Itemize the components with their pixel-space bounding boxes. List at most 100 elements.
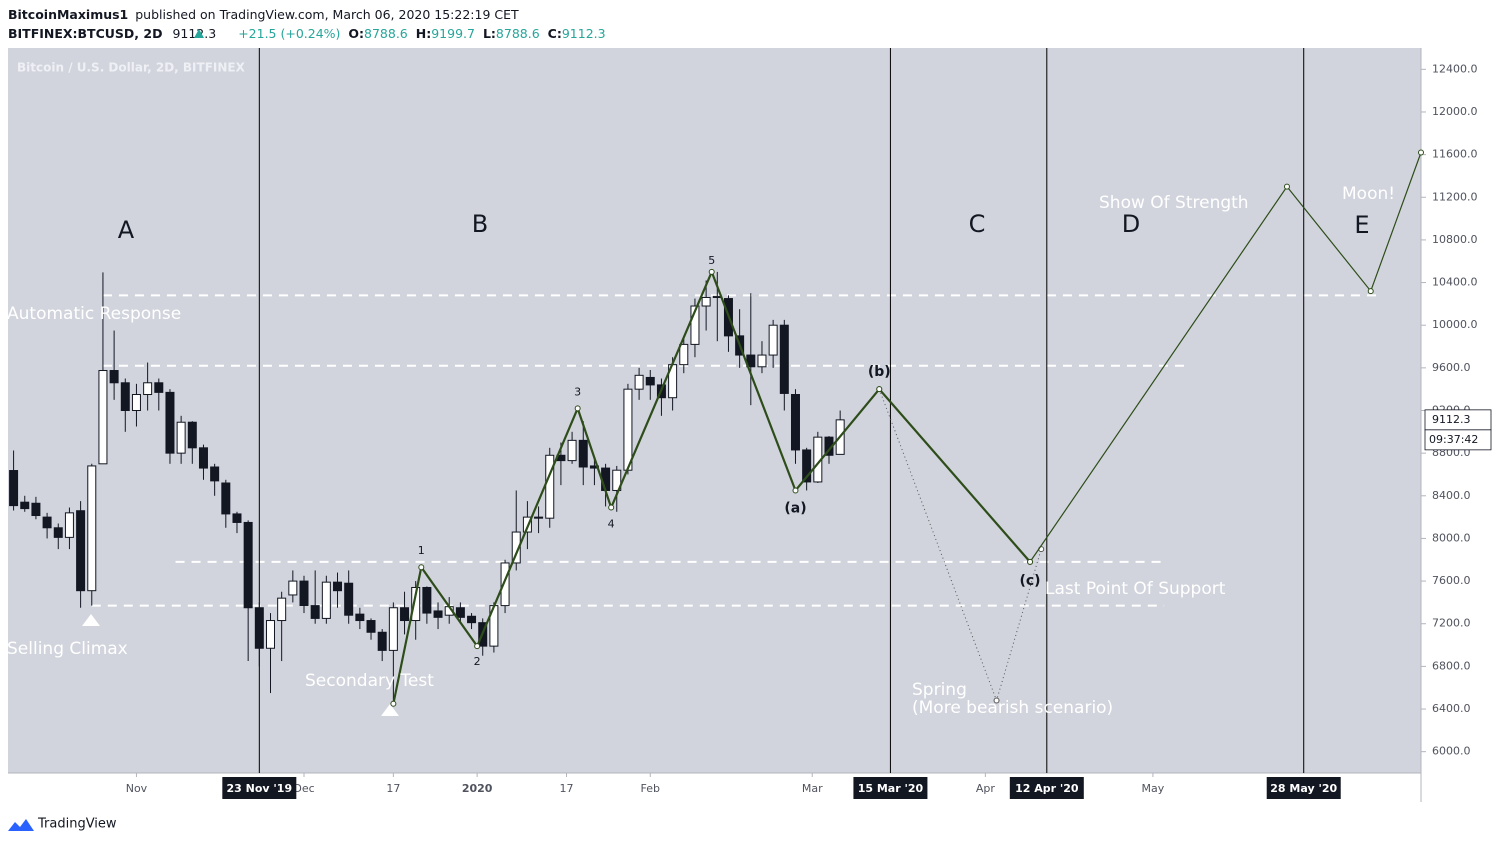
- candle-body: [154, 382, 164, 393]
- y-tick-label: 11200.0: [1432, 190, 1478, 203]
- projection-path-vertex: [1418, 149, 1424, 156]
- x-tick-label: Nov: [126, 782, 148, 795]
- selling-climax-arrow: [82, 614, 100, 626]
- candle-body: [433, 610, 443, 618]
- annotation: Moon!: [1342, 184, 1395, 204]
- candle-body: [455, 607, 465, 618]
- wave-path-vertex: [1027, 558, 1034, 565]
- wave-path-vertex: [474, 643, 481, 650]
- candle-body: [634, 374, 644, 390]
- y-tick-label: 6800.0: [1432, 659, 1471, 672]
- y-tick-label: 7200.0: [1432, 617, 1471, 630]
- candle-body: [612, 469, 622, 491]
- candle-body: [42, 516, 52, 529]
- candle-body: [165, 391, 175, 454]
- wave-label: 4: [608, 518, 615, 531]
- annotation: (More bearish scenario): [912, 698, 1113, 718]
- candle-body: [198, 447, 208, 469]
- phase-label: E: [1354, 211, 1369, 239]
- candle-body: [511, 531, 521, 564]
- projection-path: [1029, 152, 1422, 563]
- candle-body: [321, 581, 331, 619]
- low-value: 8788.6: [496, 26, 540, 41]
- x-tick-label: Dec: [293, 782, 314, 795]
- candle-body: [254, 607, 264, 649]
- y-tick-label: 10400.0: [1432, 276, 1478, 289]
- candle-body: [221, 482, 231, 515]
- close-label: C:: [548, 26, 562, 41]
- wave-path-vertex: [390, 700, 397, 707]
- candle-body: [20, 501, 30, 510]
- secondary-test-arrow: [381, 704, 399, 716]
- candle-body: [9, 470, 19, 507]
- wave-path-vertex: [574, 405, 581, 412]
- wave-path-vertex: [876, 386, 883, 393]
- candle-body: [355, 613, 365, 622]
- projection-path-vertex: [1367, 288, 1374, 295]
- phase-label: C: [969, 210, 986, 238]
- low-label: L:: [483, 26, 496, 41]
- x-tick-label: Feb: [641, 782, 660, 795]
- y-tick-label: 7600.0: [1432, 574, 1471, 587]
- candle-body: [131, 394, 141, 412]
- candle-body: [411, 586, 421, 622]
- wave-label: 1: [418, 544, 425, 557]
- candle-body: [601, 467, 611, 491]
- candle-body: [187, 421, 197, 449]
- symbol: BITFINEX:BTCUSD, 2D: [8, 26, 162, 41]
- annotation: Secondary Test: [305, 671, 434, 691]
- y-tick-label: 6000.0: [1432, 745, 1471, 758]
- candle-body: [210, 466, 220, 482]
- y-tick-label: 6400.0: [1432, 702, 1471, 715]
- candle-body: [779, 324, 789, 394]
- chart-title: Bitcoin / U.S. Dollar, 2D, BITFINEX: [17, 61, 246, 75]
- x-axis-band: [8, 773, 1421, 802]
- countdown: 09:37:42: [1429, 433, 1478, 446]
- candle-body: [467, 615, 477, 624]
- annotation: Last Point Of Support: [1045, 579, 1226, 599]
- projection-path-vertex: [1283, 183, 1290, 190]
- marker-label-box: [1009, 777, 1084, 799]
- annotation: Automatic Response: [7, 304, 181, 324]
- x-tick-label: Apr: [976, 782, 996, 795]
- high-value: 9199.7: [431, 26, 475, 41]
- open-value: 8788.6: [364, 26, 408, 41]
- candle-body: [76, 510, 86, 592]
- annotation: Spring: [912, 680, 967, 700]
- candle-body: [232, 513, 242, 523]
- candle-body: [310, 605, 320, 619]
- countdown-box: [1424, 429, 1492, 451]
- high-label: H:: [416, 26, 431, 41]
- open-label: O:: [348, 26, 364, 41]
- candle-body: [64, 512, 74, 538]
- candle-body: [243, 521, 253, 609]
- last-price: 9112.3: [172, 26, 216, 41]
- candle-body: [366, 620, 376, 633]
- candle-body: [623, 388, 633, 471]
- candle-body: [388, 607, 398, 651]
- candle-body: [288, 580, 298, 596]
- x-tick-label: May: [1142, 782, 1165, 795]
- last-price-tag: 9112.3: [1432, 413, 1471, 426]
- x-tick-label: 17: [559, 782, 573, 795]
- y-tick-label: 11600.0: [1432, 148, 1478, 161]
- change: +21.5 (+0.24%): [238, 26, 340, 41]
- wave-label: (a): [784, 500, 806, 516]
- y-tick-label: 12400.0: [1432, 62, 1478, 75]
- wave-label: 3: [574, 385, 581, 398]
- candle-body: [578, 439, 588, 468]
- wave-path-vertex: [608, 504, 615, 511]
- candle-body: [377, 631, 387, 651]
- wave-label: 2: [474, 655, 481, 668]
- candle-body: [400, 607, 410, 622]
- header-line-1: BitcoinMaximus1 published on TradingView…: [8, 7, 519, 22]
- phase-label: A: [118, 216, 135, 244]
- phase-label: B: [472, 210, 488, 238]
- close-value: 9112.3: [562, 26, 606, 41]
- candle-body: [53, 527, 63, 538]
- candle-body: [790, 394, 800, 451]
- candle-body: [701, 296, 711, 307]
- up-arrow-icon: [194, 29, 204, 38]
- candle-body: [567, 439, 577, 462]
